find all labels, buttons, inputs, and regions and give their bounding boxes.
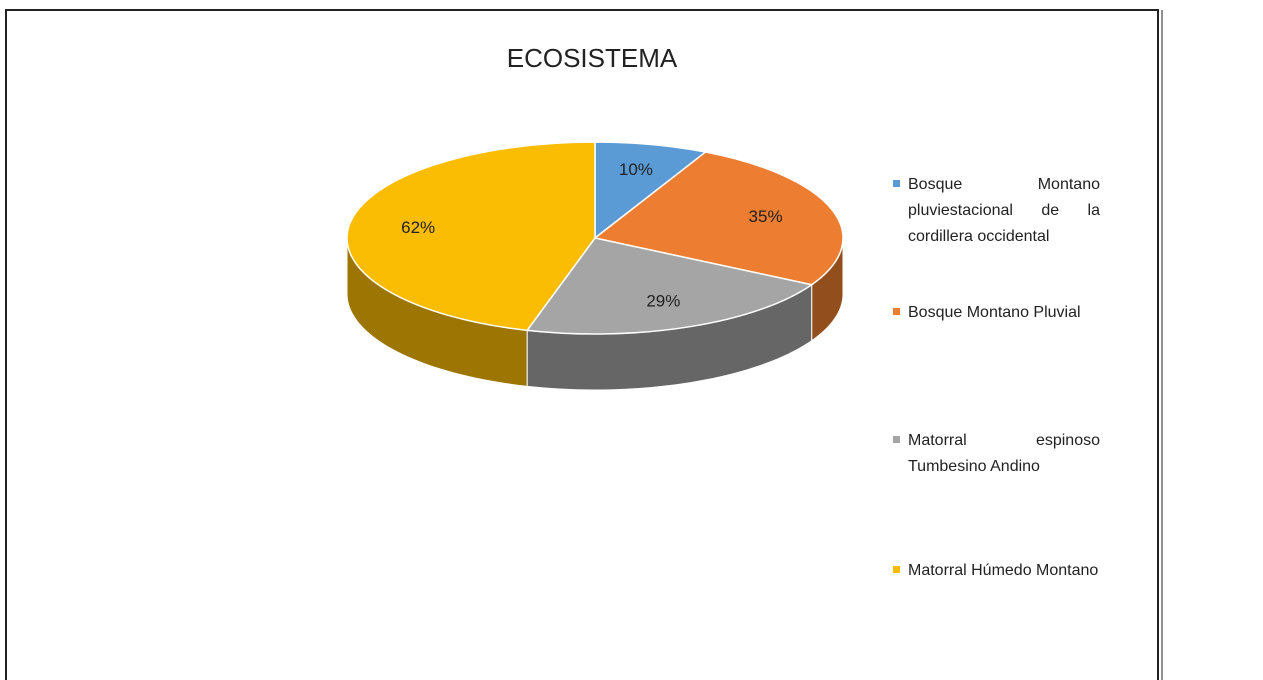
legend-swatch: [893, 566, 900, 573]
legend-label: Bosque Montano pluviestacional de la cor…: [908, 176, 1100, 245]
pie-slice: [594, 141, 708, 240]
pie-slice: [525, 237, 814, 335]
legend-label: Matorral espinoso Tumbesino Andino: [908, 432, 1100, 475]
chart-title: ECOSISTEMA: [507, 43, 678, 73]
legend-label: Matorral Húmedo Montano: [908, 562, 1099, 579]
pie-slice: [346, 141, 596, 332]
data-label: 10%: [619, 160, 653, 179]
data-label: 29%: [646, 291, 680, 310]
legend-swatch: [893, 436, 900, 443]
legend-swatch: [893, 180, 900, 187]
data-label: 62%: [401, 218, 435, 237]
frame: [5, 9, 1159, 680]
legend-label: Bosque Montano Pluvial: [908, 304, 1081, 321]
legend-swatch: [893, 308, 900, 315]
pie-slice: [593, 151, 844, 286]
data-label: 35%: [749, 207, 783, 226]
